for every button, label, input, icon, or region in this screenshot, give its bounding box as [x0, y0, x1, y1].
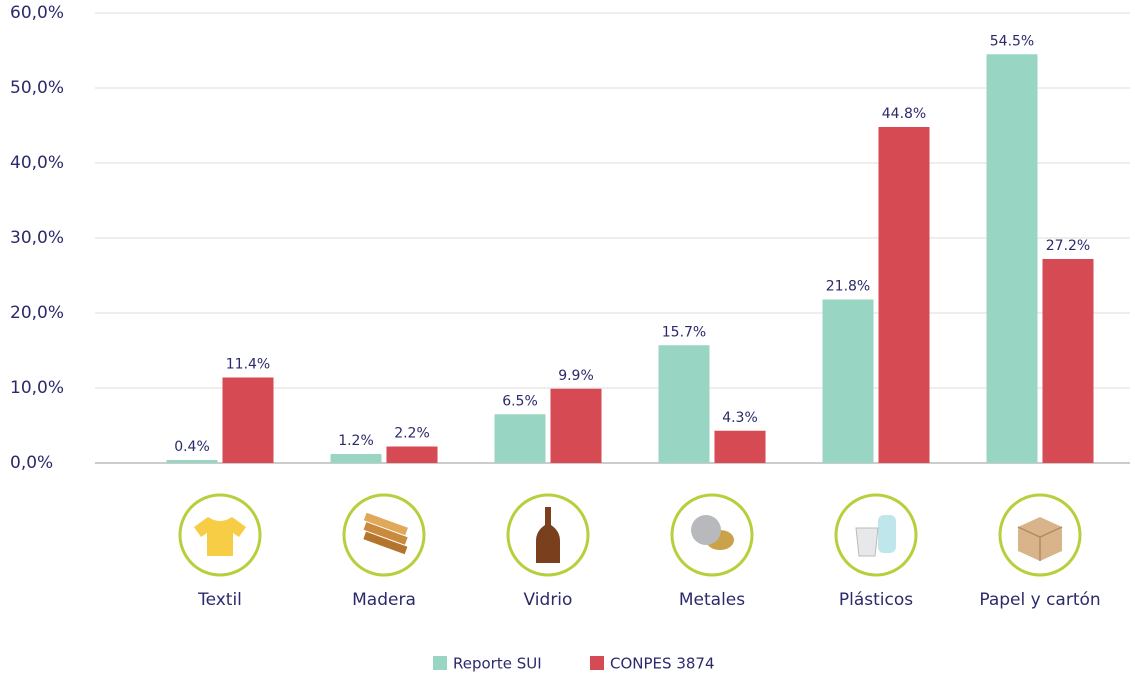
- bar: [167, 460, 218, 463]
- bar: [715, 431, 766, 463]
- bar: [223, 378, 274, 464]
- y-tick-label: 20,0%: [10, 303, 64, 323]
- value-label: 4.3%: [722, 410, 758, 426]
- bar: [495, 414, 546, 463]
- value-label: 21.8%: [826, 279, 870, 295]
- value-label: 27.2%: [1046, 238, 1090, 254]
- category-icon: [344, 495, 424, 575]
- bar: [387, 447, 438, 464]
- y-tick-label: 0,0%: [10, 453, 53, 473]
- value-label: 54.5%: [990, 33, 1034, 49]
- value-label: 9.9%: [558, 368, 594, 384]
- icon-can: [691, 515, 721, 545]
- category-icon: [672, 495, 752, 575]
- value-label: 0.4%: [174, 439, 210, 455]
- icon-cup: [856, 528, 878, 556]
- icon-bottle: [878, 515, 896, 553]
- bar: [331, 454, 382, 463]
- value-label: 44.8%: [882, 106, 926, 122]
- bar: [551, 389, 602, 463]
- value-label: 15.7%: [662, 324, 706, 340]
- y-tick-label: 30,0%: [10, 228, 64, 248]
- x-tick-label: Madera: [352, 590, 416, 610]
- bar: [823, 300, 874, 464]
- value-label: 1.2%: [338, 433, 374, 449]
- bar: [987, 54, 1038, 463]
- x-tick-label: Papel y cartón: [979, 590, 1100, 610]
- category-icon: [508, 495, 588, 575]
- y-tick-label: 10,0%: [10, 378, 64, 398]
- legend-label: CONPES 3874: [610, 655, 715, 673]
- x-tick-label: Vidrio: [524, 590, 573, 610]
- bar: [1043, 259, 1094, 463]
- legend-swatch: [590, 656, 604, 670]
- bar: [659, 345, 710, 463]
- x-tick-label: Textil: [197, 590, 242, 610]
- legend-swatch: [433, 656, 447, 670]
- x-tick-label: Metales: [679, 590, 745, 610]
- value-label: 6.5%: [502, 393, 538, 409]
- value-label: 2.2%: [394, 426, 430, 442]
- y-tick-label: 60,0%: [10, 3, 64, 23]
- x-tick-label: Plásticos: [839, 590, 913, 610]
- y-tick-label: 50,0%: [10, 78, 64, 98]
- category-icon: [836, 495, 916, 575]
- category-icon: [180, 495, 260, 575]
- bar: [879, 127, 930, 463]
- category-icon: [1000, 495, 1080, 575]
- chart: 0,0% 10,0% 20,0% 30,0% 40,0% 50,0% 60,0% Textil…: [0, 0, 1135, 688]
- y-tick-label: 40,0%: [10, 153, 64, 173]
- legend-label: Reporte SUI: [453, 655, 542, 673]
- value-label: 11.4%: [226, 357, 270, 373]
